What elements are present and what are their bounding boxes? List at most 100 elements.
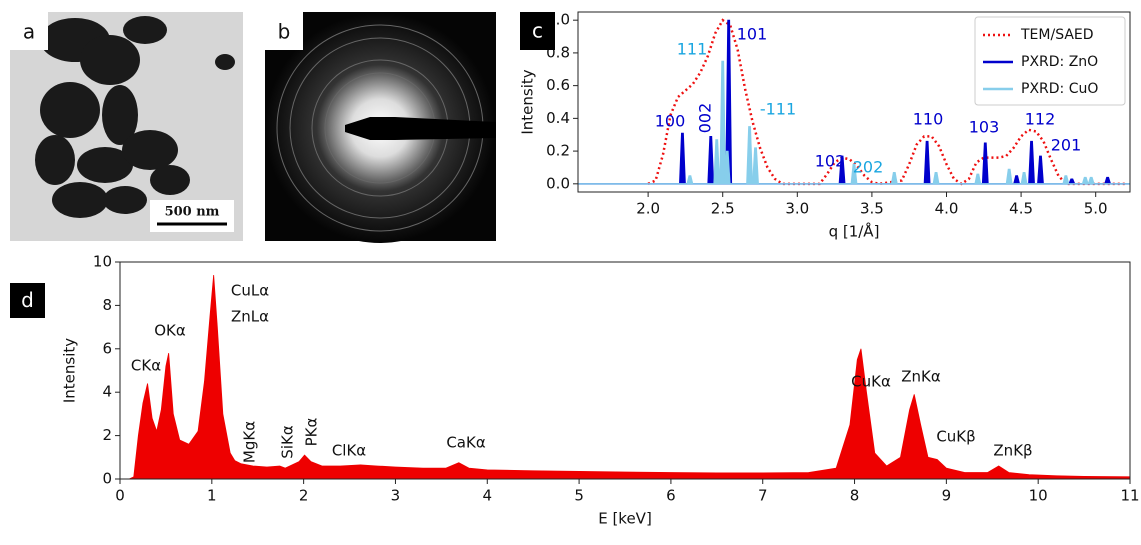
peak xyxy=(752,147,759,185)
annotation: 101 xyxy=(737,25,768,44)
peak xyxy=(1028,140,1035,185)
y-tick-label: 10 xyxy=(93,253,112,271)
axes-frame xyxy=(577,11,1131,193)
x-tick-label: 2.0 xyxy=(636,200,660,218)
annotation: CuKα xyxy=(851,373,891,391)
peak xyxy=(1020,171,1028,185)
peak xyxy=(746,126,753,185)
peak xyxy=(679,132,686,185)
x-tick-label: 0 xyxy=(115,487,125,505)
peak xyxy=(723,150,731,185)
y-tick-label: 0.2 xyxy=(546,142,570,160)
peak xyxy=(1013,175,1021,185)
y-tick-label: 6 xyxy=(102,339,112,357)
panel-b: b xyxy=(265,12,496,243)
x-tick-label: 3.5 xyxy=(860,200,884,218)
annotation: -111 xyxy=(760,100,796,119)
x-tick-label: 2.5 xyxy=(711,200,735,218)
y-tick-label: 0.6 xyxy=(546,76,570,94)
label-box xyxy=(520,12,555,50)
peak xyxy=(1037,155,1044,185)
axes-frame xyxy=(119,261,1131,480)
x-tick-label: 9 xyxy=(942,487,952,505)
annotation: 002 xyxy=(696,103,715,134)
peak xyxy=(850,163,858,185)
x-tick-label: 3.0 xyxy=(785,200,809,218)
x-tick-label: 4.5 xyxy=(1009,200,1033,218)
y-tick-label: 2 xyxy=(102,426,112,444)
annotation: 100 xyxy=(655,112,686,131)
peak xyxy=(932,171,940,185)
annotation: CaKα xyxy=(446,434,486,452)
annotation: OKα xyxy=(154,322,186,340)
legend xyxy=(974,16,1126,106)
panel-a: a 500 nm xyxy=(10,12,243,241)
spectrum xyxy=(120,274,1131,480)
x-tick-label: 6 xyxy=(666,487,676,505)
x-tick-label: 2 xyxy=(299,487,309,505)
peak xyxy=(1104,176,1112,185)
x-axis-label: q [1/Å] xyxy=(829,222,880,241)
peak xyxy=(1062,175,1070,185)
y-tick-label: 0.0 xyxy=(546,174,570,192)
legend-label: PXRD: CuO xyxy=(1021,81,1098,97)
peak xyxy=(707,135,715,185)
panel-label: a xyxy=(23,20,35,44)
peak xyxy=(981,142,989,185)
scale-label: 500 nm xyxy=(165,205,220,220)
annotation: 202 xyxy=(853,158,884,177)
annotation: ClKα xyxy=(332,442,366,460)
peak xyxy=(1081,176,1089,185)
peak xyxy=(1005,168,1013,185)
panel-label: b xyxy=(278,20,291,44)
label-box xyxy=(265,12,303,50)
annotation: 111 xyxy=(677,40,708,59)
annotation: SiKα xyxy=(279,425,297,459)
annotation: PKα xyxy=(303,418,321,447)
x-tick-label: 11 xyxy=(1120,487,1139,505)
x-tick-label: 3 xyxy=(391,487,401,505)
peak xyxy=(923,140,931,185)
beam-stop xyxy=(345,117,496,140)
x-tick-label: 10 xyxy=(1029,487,1048,505)
y-tick-label: 0.4 xyxy=(546,109,570,127)
annotation: CuLα xyxy=(231,282,269,300)
x-tick-label: 1 xyxy=(207,487,217,505)
peak xyxy=(974,173,982,185)
x-axis-label: E [keV] xyxy=(598,510,652,528)
annotation: ZnLα xyxy=(231,308,269,326)
x-tick-label: 5 xyxy=(574,487,584,505)
particles xyxy=(35,16,235,218)
peak xyxy=(686,175,694,185)
x-tick-label: 4 xyxy=(482,487,492,505)
annotation: CuKβ xyxy=(936,428,975,446)
annotation: CKα xyxy=(131,357,161,375)
x-tick-label: 5.0 xyxy=(1084,200,1108,218)
x-tick-label: 4.0 xyxy=(935,200,959,218)
peak xyxy=(719,60,727,185)
panel-label: c xyxy=(532,19,543,43)
panel-label: d xyxy=(21,288,34,312)
legend-label: TEM/SAED xyxy=(1020,27,1094,43)
annotation: MgKα xyxy=(241,421,259,463)
y-tick-label: 0 xyxy=(102,470,112,488)
annotation: 201 xyxy=(1051,136,1082,155)
scale-box xyxy=(150,200,234,232)
line xyxy=(647,18,1126,186)
peak xyxy=(890,171,898,185)
label-box xyxy=(10,283,45,318)
y-axis-label: Intensity xyxy=(61,338,79,403)
x-tick-label: 7 xyxy=(758,487,768,505)
legend-label: PXRD: ZnO xyxy=(1021,54,1098,70)
peak xyxy=(1087,176,1095,185)
annotation: 103 xyxy=(969,118,1000,137)
annotation: 110 xyxy=(913,110,944,129)
annotation: ZnKα xyxy=(901,368,941,386)
label-box xyxy=(10,12,48,50)
y-tick-label: 4 xyxy=(102,383,112,401)
annotation: ZnKβ xyxy=(993,442,1032,460)
x-tick-label: 8 xyxy=(850,487,860,505)
y-tick-label: 8 xyxy=(102,296,112,314)
peak xyxy=(713,139,721,185)
